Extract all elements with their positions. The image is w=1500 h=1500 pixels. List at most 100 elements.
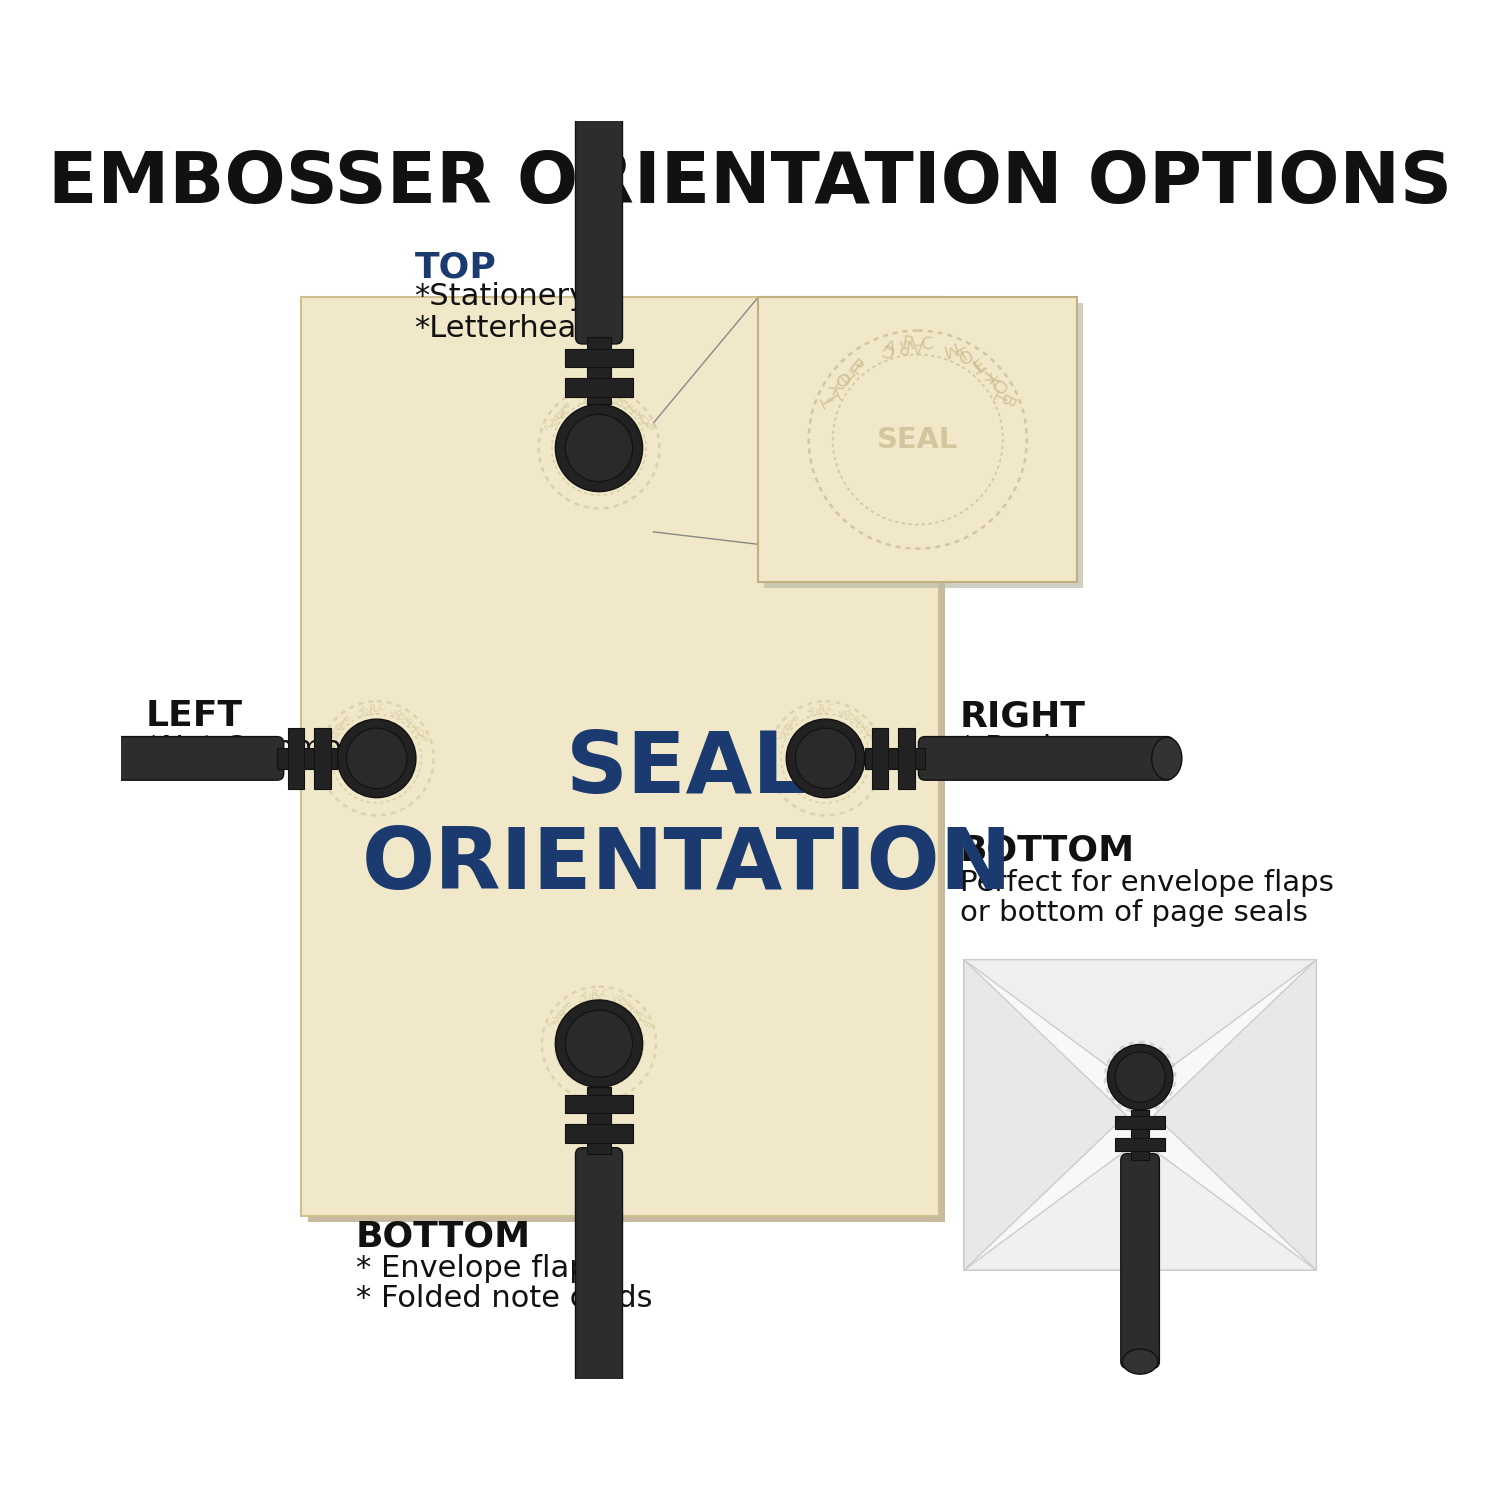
Text: T: T bbox=[821, 390, 842, 408]
Bar bbox=[765, 303, 1083, 588]
Text: T: T bbox=[1166, 1060, 1172, 1066]
Circle shape bbox=[338, 718, 416, 798]
Text: B: B bbox=[994, 390, 1016, 410]
Text: T: T bbox=[626, 400, 636, 411]
Text: O: O bbox=[830, 370, 854, 393]
Text: T: T bbox=[849, 352, 870, 374]
Text: T: T bbox=[1119, 1050, 1124, 1056]
Text: C: C bbox=[578, 392, 586, 404]
Text: O: O bbox=[1152, 1047, 1158, 1053]
Text: C: C bbox=[921, 334, 934, 354]
Text: E: E bbox=[853, 716, 864, 726]
Text: E: E bbox=[1114, 1053, 1120, 1059]
Text: A: A bbox=[1128, 1044, 1134, 1050]
Text: O: O bbox=[634, 1010, 646, 1022]
Text: X: X bbox=[634, 410, 646, 422]
Text: M: M bbox=[387, 705, 398, 717]
Text: SEAL: SEAL bbox=[1126, 1072, 1154, 1082]
Text: T: T bbox=[850, 712, 861, 724]
Text: LEFT: LEFT bbox=[146, 699, 243, 734]
Text: E: E bbox=[334, 718, 345, 729]
Text: T: T bbox=[630, 1004, 640, 1014]
Text: RIGHT: RIGHT bbox=[960, 699, 1086, 734]
Text: C: C bbox=[806, 705, 814, 716]
Bar bbox=[288, 728, 304, 789]
Text: T: T bbox=[856, 718, 867, 729]
Text: SEAL
ORIENTATION: SEAL ORIENTATION bbox=[362, 728, 1013, 906]
Text: E: E bbox=[405, 716, 414, 726]
Text: A: A bbox=[912, 334, 924, 352]
Bar bbox=[759, 297, 1077, 582]
Text: A: A bbox=[596, 390, 603, 400]
Text: Perfect for envelope flaps: Perfect for envelope flaps bbox=[960, 868, 1334, 897]
Text: A: A bbox=[579, 990, 588, 1000]
Circle shape bbox=[346, 728, 406, 789]
Text: E: E bbox=[1158, 1050, 1164, 1058]
Text: SEAL: SEAL bbox=[576, 441, 621, 456]
Text: M: M bbox=[610, 990, 621, 1002]
Text: T: T bbox=[966, 352, 986, 374]
Text: X: X bbox=[330, 724, 340, 735]
Text: O: O bbox=[780, 722, 792, 734]
Text: O: O bbox=[952, 344, 974, 366]
Text: M: M bbox=[1148, 1044, 1154, 1052]
Text: T: T bbox=[993, 388, 1014, 406]
Ellipse shape bbox=[1122, 1348, 1158, 1374]
Text: C: C bbox=[879, 338, 896, 358]
Circle shape bbox=[566, 1010, 633, 1077]
Circle shape bbox=[795, 728, 855, 789]
Text: R: R bbox=[1132, 1044, 1137, 1050]
Bar bbox=[588, 1088, 610, 1155]
Bar bbox=[964, 960, 1317, 1270]
Text: P: P bbox=[558, 402, 570, 414]
Text: T: T bbox=[417, 732, 428, 741]
Text: T: T bbox=[640, 420, 652, 429]
FancyBboxPatch shape bbox=[1120, 1154, 1160, 1368]
Polygon shape bbox=[964, 960, 1317, 1090]
Bar bbox=[865, 748, 926, 770]
Bar bbox=[1114, 1116, 1166, 1130]
Text: R: R bbox=[586, 390, 594, 400]
Text: T: T bbox=[821, 388, 842, 406]
Text: B: B bbox=[417, 732, 428, 742]
Bar bbox=[871, 728, 888, 789]
Bar bbox=[308, 303, 945, 1222]
Text: P: P bbox=[844, 357, 865, 378]
Text: R: R bbox=[364, 704, 372, 714]
Text: T: T bbox=[544, 422, 556, 430]
Text: *Not Common: *Not Common bbox=[146, 734, 362, 764]
Bar bbox=[1131, 1110, 1149, 1160]
Bar bbox=[566, 1095, 633, 1113]
Bar bbox=[898, 728, 915, 789]
Text: O: O bbox=[861, 724, 873, 736]
Text: C: C bbox=[356, 705, 364, 716]
Text: *Stationery: *Stationery bbox=[414, 282, 588, 312]
Text: T: T bbox=[632, 406, 644, 417]
Bar bbox=[302, 297, 939, 1215]
Text: R: R bbox=[902, 334, 915, 354]
Text: B: B bbox=[639, 1019, 650, 1028]
Text: B: B bbox=[642, 420, 654, 430]
Text: A: A bbox=[806, 705, 814, 716]
Text: T: T bbox=[1160, 1053, 1166, 1059]
Polygon shape bbox=[964, 960, 1126, 1270]
FancyBboxPatch shape bbox=[576, 62, 622, 344]
Bar bbox=[1114, 1137, 1166, 1152]
Text: X: X bbox=[828, 376, 849, 396]
Text: C: C bbox=[1128, 1046, 1132, 1052]
Text: BOTTOM: BOTTOM bbox=[356, 1220, 531, 1254]
Text: T: T bbox=[1156, 1050, 1162, 1056]
Text: T: T bbox=[326, 732, 338, 741]
Text: B: B bbox=[865, 732, 876, 742]
Text: O: O bbox=[332, 722, 342, 734]
Text: O: O bbox=[636, 413, 650, 424]
Text: C: C bbox=[827, 704, 834, 714]
FancyBboxPatch shape bbox=[918, 736, 1173, 780]
Text: or bottom of page seals: or bottom of page seals bbox=[960, 898, 1308, 927]
Text: SEAL: SEAL bbox=[578, 1036, 621, 1052]
Ellipse shape bbox=[1152, 736, 1182, 780]
Text: SEAL: SEAL bbox=[804, 752, 847, 766]
Bar bbox=[314, 728, 330, 789]
Text: P: P bbox=[339, 716, 350, 726]
Text: E: E bbox=[783, 718, 795, 729]
